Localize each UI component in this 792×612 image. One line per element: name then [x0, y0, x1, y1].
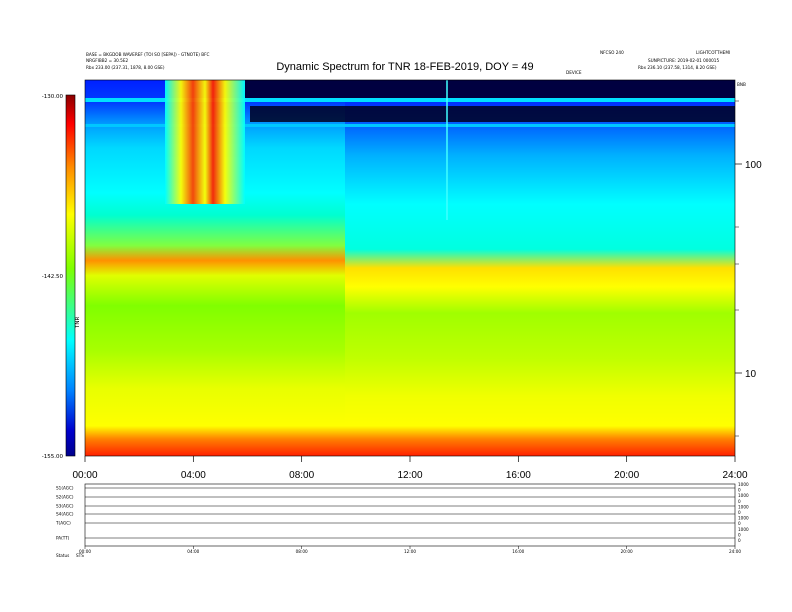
x-axis: 00:00 04:00 08:00 12:00 16:00 20:00 24:00 [72, 456, 748, 481]
housekeeping-lines [85, 487, 735, 539]
housekeeping-series-label: T(AGC) [55, 521, 71, 526]
x-tick-label: 16:00 [506, 470, 531, 481]
chart-title: Dynamic Spectrum for TNR 18-FEB-2019, DO… [276, 61, 533, 73]
housekeeping-right-tick: 0 [738, 510, 741, 515]
housekeeping-right-tick: 1000 [738, 527, 749, 532]
housekeeping-right-tick: 1000 [738, 516, 749, 521]
header-right-line1: NFCSO 240 [600, 50, 624, 55]
x-tick-label: 20:00 [614, 470, 639, 481]
housekeeping-x-tick-label: 04:00 [187, 549, 199, 554]
housekeeping-series-label: S4(AGC) [56, 512, 74, 517]
header-right-line3: SUNPICTURE: 2019-02-01 000015 [648, 58, 719, 63]
housekeeping-series-label: S2(AGC) [56, 495, 74, 500]
header-right-line4: Rbx 236.10 (237.58, 1314, 8.20 GSE) [638, 65, 717, 70]
header-corner-label: BNB [737, 82, 746, 87]
housekeeping-x-axis: 00:00 04:00 08:00 12:00 16:00 20:00 24:00 [79, 546, 741, 554]
housekeeping-right-tick: 0 [738, 521, 741, 526]
housekeeping-right-tick: 0 [738, 538, 741, 543]
colorbar-label: TNR [75, 317, 81, 329]
header-right-line2: LIGHTCOTTHEMI [696, 50, 730, 55]
housekeeping-right-tick: 1000 [738, 482, 749, 487]
housekeeping-x-tick-label: 00:00 [79, 549, 91, 554]
spectrum-base-late [345, 80, 735, 456]
housekeeping-right-tick: 0 [738, 499, 741, 504]
x-tick-label: 12:00 [397, 470, 422, 481]
colorbar-tick-mid: -142.50 [42, 274, 64, 280]
housekeeping-series-label: PA(TT) [56, 536, 70, 541]
x-tick-label: 00:00 [72, 470, 97, 481]
header-left-line1: BASE = BKGDOB WAVEREF (TOI SO [SEPA]) - … [86, 52, 209, 57]
housekeeping-x-tick-label: 12:00 [404, 549, 416, 554]
dark-band-2 [250, 106, 735, 122]
colorbar [65, 94, 76, 457]
spectrogram [85, 80, 735, 456]
cyan-line-2 [85, 124, 735, 127]
y-tick-10: 10 [745, 369, 757, 380]
housekeeping-right-tick: 1000 [738, 504, 749, 509]
housekeeping-x-tick-label: 08:00 [296, 549, 308, 554]
burst-region [165, 80, 245, 204]
housekeeping-series-label: S3(AGC) [56, 504, 74, 509]
x-tick-label: 24:00 [722, 470, 747, 481]
status-value: STS [76, 553, 84, 558]
housekeeping-right-tick: 1000 [738, 493, 749, 498]
housekeeping-right-tick: 0 [738, 532, 741, 537]
cyan-line [85, 98, 735, 102]
housekeeping-x-tick-label: 20:00 [621, 549, 633, 554]
y-axis [735, 100, 742, 437]
housekeeping-labels: S1(AGC) S2(AGC) S3(AGC) S4(AGC) T(AGC) PA(TT) [55, 486, 74, 541]
housekeeping-right-tick: 0 [738, 488, 741, 493]
x-tick-label: 04:00 [181, 470, 206, 481]
dark-band [245, 80, 735, 98]
x-tick-label: 08:00 [289, 470, 314, 481]
housekeeping-x-tick-label: 16:00 [512, 549, 524, 554]
status-label: Status [56, 553, 69, 558]
header-center-small: DEVICE [566, 70, 582, 75]
housekeeping-panel [84, 483, 736, 547]
header-left-line3: Rbx 233.00 (237.31, 1878, 8.00 GSE) [86, 65, 165, 70]
housekeeping-x-tick-label: 24:00 [729, 549, 741, 554]
colorbar-tick-bottom: -155.00 [42, 454, 64, 460]
y-tick-100: 100 [745, 160, 762, 171]
housekeeping-series-label: S1(AGC) [56, 486, 74, 491]
colorbar-tick-top: -130.00 [42, 94, 64, 100]
header-left-line2: NRGFIBB2 = 30.5E2 [86, 58, 128, 63]
